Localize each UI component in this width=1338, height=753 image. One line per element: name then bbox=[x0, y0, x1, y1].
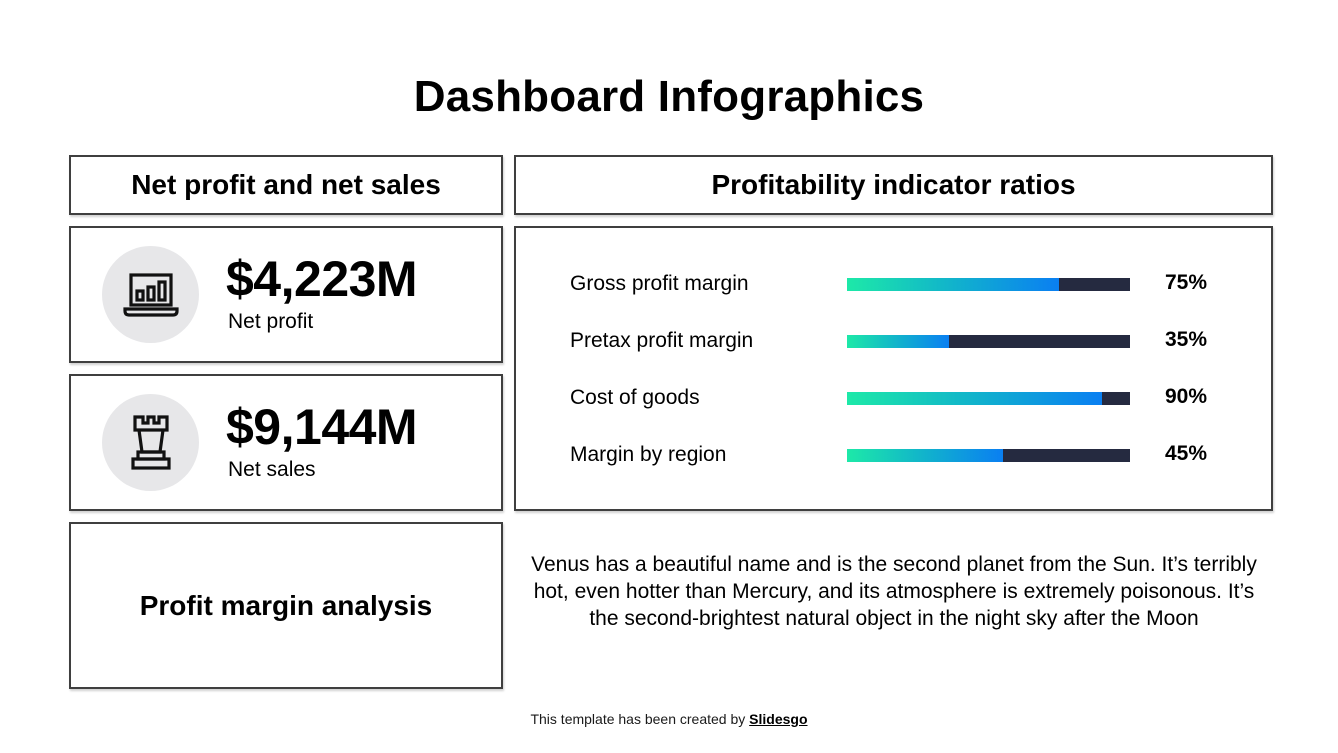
ratio-bar-track bbox=[847, 392, 1130, 405]
ratio-bar-fill bbox=[847, 449, 1003, 462]
ratio-bar-track bbox=[847, 449, 1130, 462]
net-profit-sales-header-text: Net profit and net sales bbox=[131, 169, 441, 200]
profitability-ratios-chart: Gross profit margin 75% Pretax profit ma… bbox=[514, 226, 1273, 511]
ratio-label: Pretax profit margin bbox=[570, 329, 754, 352]
net-profit-sales-header: Net profit and net sales bbox=[69, 155, 503, 215]
profit-margin-analysis-label: Profit margin analysis bbox=[139, 589, 433, 621]
ratio-value: 75% bbox=[1164, 271, 1208, 294]
ratio-label: Cost of goods bbox=[570, 386, 700, 409]
ratio-label: Margin by region bbox=[570, 443, 727, 466]
ratio-bar-fill bbox=[847, 335, 949, 348]
chess-rook-icon bbox=[102, 394, 199, 491]
profit-margin-analysis-box: Profit margin analysis bbox=[69, 522, 503, 689]
profitability-ratios-header: Profitability indicator ratios bbox=[514, 155, 1273, 215]
ratio-bar-track bbox=[847, 278, 1130, 291]
slidesgo-link[interactable]: Slidesgo bbox=[749, 711, 808, 727]
ratio-row-pretax-profit: Pretax profit margin 35% bbox=[516, 327, 1271, 357]
net-sales-label: Net sales bbox=[228, 458, 316, 481]
ratio-bar-fill bbox=[847, 392, 1102, 405]
net-profit-value: $4,223M bbox=[226, 251, 418, 307]
ratio-value: 35% bbox=[1164, 328, 1208, 351]
ratio-value: 90% bbox=[1164, 385, 1208, 408]
net-sales-card: $9,144M Net sales bbox=[69, 374, 503, 511]
ratio-label: Gross profit margin bbox=[570, 272, 749, 295]
ratio-value: 45% bbox=[1164, 442, 1208, 465]
slide-title: Dashboard Infographics bbox=[413, 72, 925, 121]
footer-credit: This template has been created by Slides… bbox=[0, 711, 1338, 727]
net-sales-value: $9,144M bbox=[226, 399, 418, 455]
ratio-bar-track bbox=[847, 335, 1130, 348]
description-text: Venus has a beautiful name and is the se… bbox=[531, 553, 1257, 630]
laptop-bar-chart-icon bbox=[102, 246, 199, 343]
ratio-row-cost-of-goods: Cost of goods 90% bbox=[516, 384, 1271, 414]
net-profit-card: $4,223M Net profit bbox=[69, 226, 503, 363]
ratio-row-margin-by-region: Margin by region 45% bbox=[516, 441, 1271, 471]
ratio-bar-fill bbox=[847, 278, 1060, 291]
profitability-ratios-header-text: Profitability indicator ratios bbox=[711, 169, 1076, 200]
ratio-row-gross-profit: Gross profit margin 75% bbox=[516, 270, 1271, 300]
footer-text: This template has been created by bbox=[530, 711, 750, 727]
net-profit-label: Net profit bbox=[228, 310, 314, 333]
